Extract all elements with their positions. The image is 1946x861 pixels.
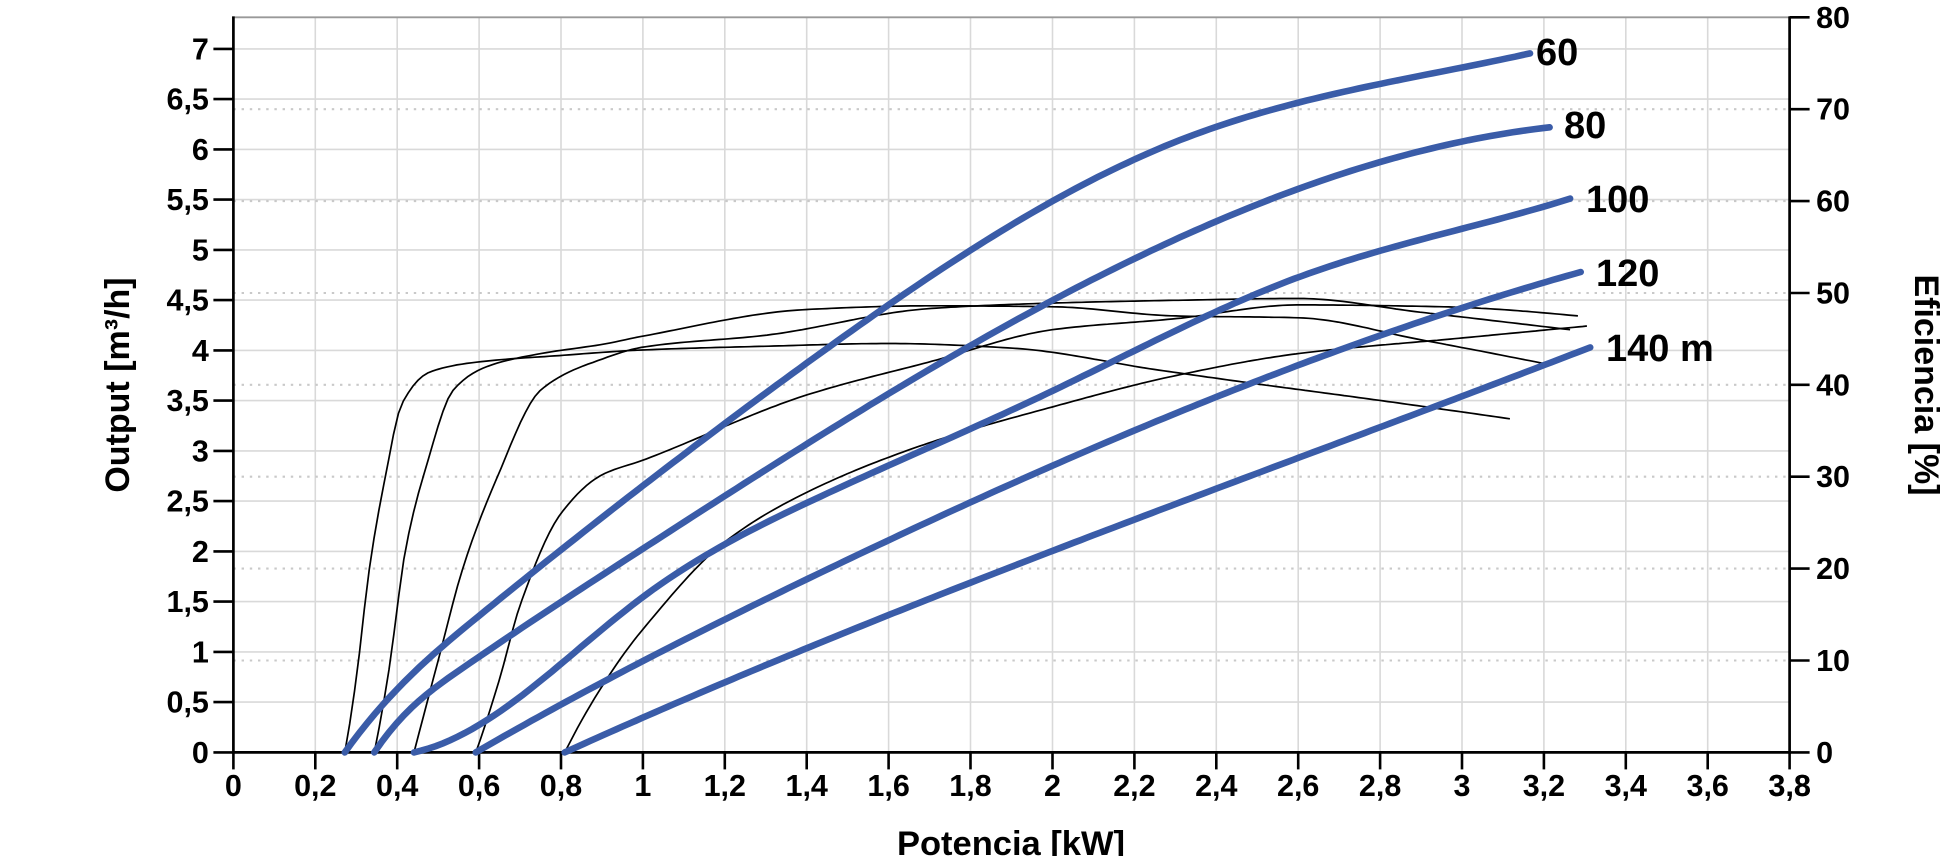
svg-text:70: 70 xyxy=(1816,93,1850,127)
svg-text:80: 80 xyxy=(1564,105,1606,147)
svg-text:0: 0 xyxy=(1816,736,1833,770)
svg-text:0: 0 xyxy=(225,769,242,803)
svg-text:80: 80 xyxy=(1816,1,1850,35)
svg-text:100: 100 xyxy=(1586,179,1649,221)
svg-text:0,5: 0,5 xyxy=(166,686,208,720)
svg-text:50: 50 xyxy=(1816,277,1850,311)
svg-text:20: 20 xyxy=(1816,552,1850,586)
svg-text:3,6: 3,6 xyxy=(1686,769,1728,803)
svg-text:6: 6 xyxy=(192,133,209,167)
svg-text:60: 60 xyxy=(1816,185,1850,219)
svg-text:Output [m³/h]: Output [m³/h] xyxy=(99,277,137,492)
svg-text:0,6: 0,6 xyxy=(458,769,500,803)
svg-text:1,8: 1,8 xyxy=(949,769,991,803)
svg-text:3,5: 3,5 xyxy=(166,384,208,418)
svg-text:1,4: 1,4 xyxy=(785,769,827,803)
svg-text:3,2: 3,2 xyxy=(1523,769,1565,803)
svg-text:1,6: 1,6 xyxy=(867,769,909,803)
svg-text:2,4: 2,4 xyxy=(1195,769,1237,803)
svg-text:2: 2 xyxy=(192,535,209,569)
svg-text:4,5: 4,5 xyxy=(166,284,208,318)
svg-text:0,8: 0,8 xyxy=(540,769,582,803)
svg-text:4: 4 xyxy=(192,334,209,368)
svg-text:0: 0 xyxy=(192,736,209,770)
svg-text:10: 10 xyxy=(1816,644,1850,678)
svg-text:0,4: 0,4 xyxy=(376,769,418,803)
svg-text:2,6: 2,6 xyxy=(1277,769,1319,803)
svg-text:5: 5 xyxy=(192,233,209,267)
svg-text:1,5: 1,5 xyxy=(166,585,208,619)
svg-text:3,8: 3,8 xyxy=(1768,769,1810,803)
svg-text:1,2: 1,2 xyxy=(704,769,746,803)
svg-text:2,5: 2,5 xyxy=(166,485,208,519)
svg-text:1: 1 xyxy=(634,769,651,803)
svg-text:3: 3 xyxy=(192,434,209,468)
svg-text:2: 2 xyxy=(1044,769,1061,803)
svg-text:2,8: 2,8 xyxy=(1359,769,1401,803)
svg-text:120: 120 xyxy=(1596,253,1659,295)
svg-text:3,4: 3,4 xyxy=(1605,769,1647,803)
svg-text:7: 7 xyxy=(192,32,209,66)
svg-text:Potencia [kW]: Potencia [kW] xyxy=(897,825,1125,856)
svg-text:3: 3 xyxy=(1454,769,1471,803)
svg-text:140 m: 140 m xyxy=(1606,328,1714,370)
svg-text:30: 30 xyxy=(1816,460,1850,494)
svg-text:40: 40 xyxy=(1816,368,1850,402)
svg-text:Eficiencia [%]: Eficiencia [%] xyxy=(1907,274,1945,495)
svg-text:5,5: 5,5 xyxy=(166,183,208,217)
svg-text:0,2: 0,2 xyxy=(294,769,336,803)
svg-text:3,8: 3,8 xyxy=(1768,769,1810,803)
svg-text:2,2: 2,2 xyxy=(1113,769,1155,803)
svg-text:1: 1 xyxy=(192,635,209,669)
svg-text:60: 60 xyxy=(1536,32,1578,74)
svg-text:6,5: 6,5 xyxy=(166,83,208,117)
